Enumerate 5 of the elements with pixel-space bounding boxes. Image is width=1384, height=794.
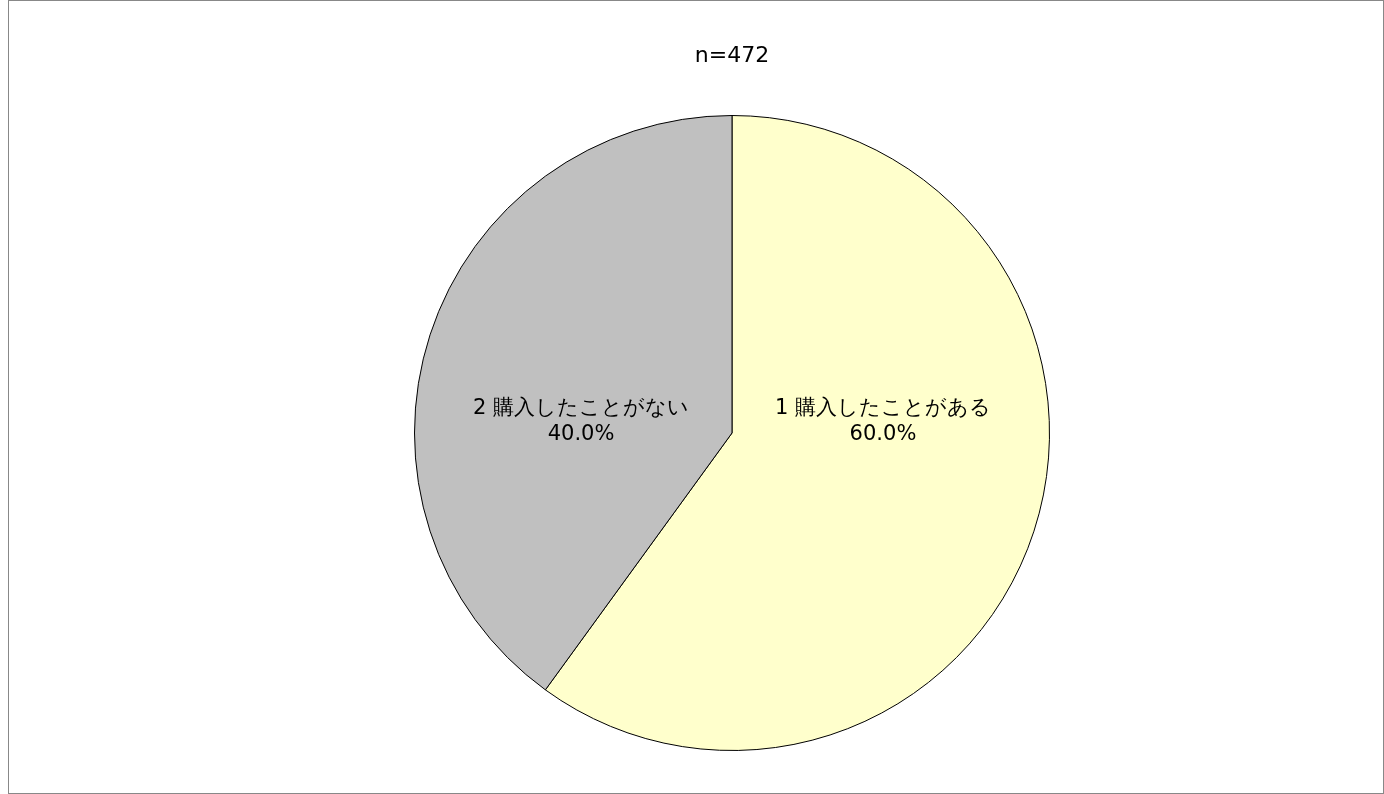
- data-label: 40.0%: [547, 421, 615, 446]
- slice-label: 1 購入したことがある: [774, 395, 991, 420]
- data-label: 60.0%: [849, 421, 917, 446]
- slice-label: 2 購入したことがない: [473, 395, 690, 420]
- chart-title: n=472: [694, 41, 770, 67]
